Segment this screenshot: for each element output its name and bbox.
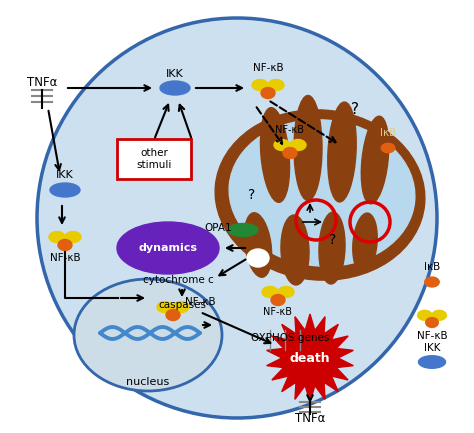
Ellipse shape xyxy=(274,139,290,151)
Text: IκB: IκB xyxy=(380,128,396,138)
Ellipse shape xyxy=(160,81,190,95)
Ellipse shape xyxy=(381,143,395,153)
Text: TNFα: TNFα xyxy=(27,77,57,90)
Ellipse shape xyxy=(49,232,65,242)
Ellipse shape xyxy=(247,249,269,267)
Ellipse shape xyxy=(215,110,425,280)
Text: ?: ? xyxy=(351,103,359,117)
Ellipse shape xyxy=(65,232,81,242)
Text: NF-κB: NF-κB xyxy=(417,331,447,341)
Text: IKK: IKK xyxy=(424,343,440,353)
Ellipse shape xyxy=(50,183,80,197)
Text: caspases: caspases xyxy=(158,300,206,310)
Ellipse shape xyxy=(319,212,345,284)
Ellipse shape xyxy=(58,239,72,251)
Text: IKK: IKK xyxy=(166,69,184,79)
Text: cytochrome c: cytochrome c xyxy=(143,275,213,285)
Ellipse shape xyxy=(228,223,258,236)
Text: NF-κB: NF-κB xyxy=(185,297,215,307)
Ellipse shape xyxy=(268,80,284,90)
Ellipse shape xyxy=(328,102,356,202)
Polygon shape xyxy=(267,314,353,402)
Ellipse shape xyxy=(419,355,446,368)
Ellipse shape xyxy=(432,310,447,320)
Circle shape xyxy=(37,18,437,418)
Ellipse shape xyxy=(294,96,322,200)
Text: TNFα: TNFα xyxy=(295,411,325,424)
Text: IKK: IKK xyxy=(56,170,74,180)
Ellipse shape xyxy=(361,116,389,204)
Text: NF-κB: NF-κB xyxy=(253,63,283,73)
Text: OXPHOS genes: OXPHOS genes xyxy=(251,333,329,343)
Ellipse shape xyxy=(271,294,285,306)
Text: ?: ? xyxy=(329,233,337,247)
Ellipse shape xyxy=(283,148,297,158)
FancyBboxPatch shape xyxy=(117,139,191,179)
Text: death: death xyxy=(290,352,330,365)
Ellipse shape xyxy=(245,213,272,277)
Ellipse shape xyxy=(166,310,180,320)
Text: NF-κB: NF-κB xyxy=(275,125,304,135)
Ellipse shape xyxy=(74,279,222,391)
Text: NF-κB: NF-κB xyxy=(264,307,292,317)
Ellipse shape xyxy=(353,213,377,273)
Ellipse shape xyxy=(425,277,439,287)
Ellipse shape xyxy=(117,222,219,274)
Ellipse shape xyxy=(157,301,173,313)
Text: OPA1: OPA1 xyxy=(204,223,232,233)
Ellipse shape xyxy=(261,87,275,98)
Text: NF-κB: NF-κB xyxy=(50,253,80,263)
Ellipse shape xyxy=(173,301,189,313)
Text: other
stimuli: other stimuli xyxy=(137,148,172,170)
Text: dynamics: dynamics xyxy=(138,243,198,253)
Text: IκB: IκB xyxy=(424,262,440,272)
Ellipse shape xyxy=(229,120,415,266)
Ellipse shape xyxy=(290,139,306,151)
Ellipse shape xyxy=(281,215,309,285)
Ellipse shape xyxy=(278,287,294,297)
Ellipse shape xyxy=(252,80,268,90)
Ellipse shape xyxy=(260,108,290,202)
Text: ?: ? xyxy=(248,188,255,202)
Ellipse shape xyxy=(426,317,438,327)
Text: nucleus: nucleus xyxy=(127,377,170,387)
Ellipse shape xyxy=(418,310,432,320)
Ellipse shape xyxy=(262,287,278,297)
